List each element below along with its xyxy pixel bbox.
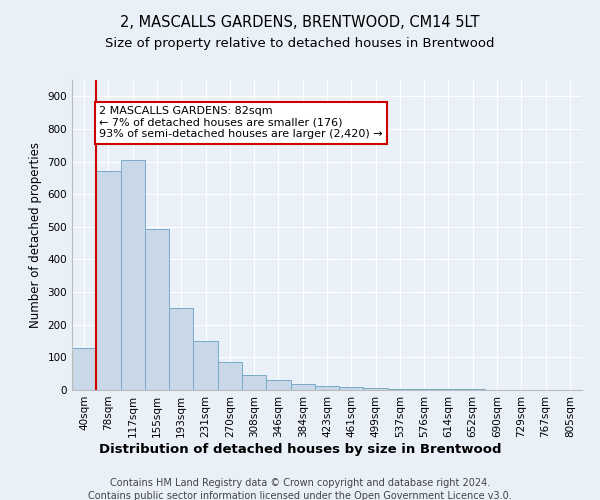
Bar — [339, 388, 364, 390]
Bar — [412, 389, 436, 390]
Bar — [242, 376, 266, 390]
Bar — [315, 386, 339, 390]
Bar — [388, 388, 412, 390]
Bar — [145, 230, 169, 390]
Text: Size of property relative to detached houses in Brentwood: Size of property relative to detached ho… — [105, 38, 495, 51]
Text: Contains public sector information licensed under the Open Government Licence v3: Contains public sector information licen… — [88, 491, 512, 500]
Bar — [193, 341, 218, 390]
Text: Distribution of detached houses by size in Brentwood: Distribution of detached houses by size … — [99, 442, 501, 456]
Bar — [72, 348, 96, 390]
Bar — [169, 308, 193, 390]
Text: 2, MASCALLS GARDENS, BRENTWOOD, CM14 5LT: 2, MASCALLS GARDENS, BRENTWOOD, CM14 5LT — [120, 15, 480, 30]
Bar — [96, 172, 121, 390]
Bar — [218, 362, 242, 390]
Bar — [290, 384, 315, 390]
Bar — [121, 160, 145, 390]
Text: 2 MASCALLS GARDENS: 82sqm
← 7% of detached houses are smaller (176)
93% of semi-: 2 MASCALLS GARDENS: 82sqm ← 7% of detach… — [99, 106, 383, 140]
Bar — [364, 388, 388, 390]
Text: Contains HM Land Registry data © Crown copyright and database right 2024.: Contains HM Land Registry data © Crown c… — [110, 478, 490, 488]
Bar — [266, 380, 290, 390]
Y-axis label: Number of detached properties: Number of detached properties — [29, 142, 42, 328]
